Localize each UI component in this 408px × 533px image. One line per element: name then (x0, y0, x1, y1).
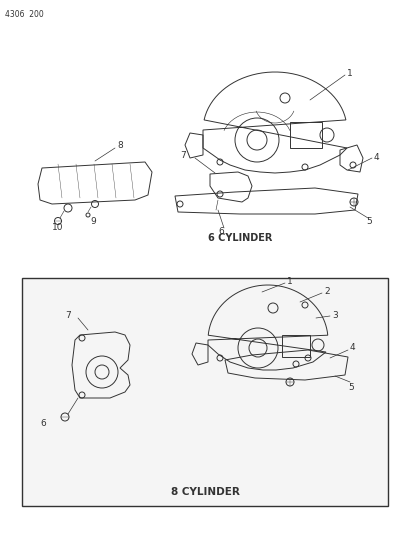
Bar (282, 335, 310, 357)
Text: 5: 5 (348, 383, 354, 392)
Text: 8 CYLINDER: 8 CYLINDER (171, 487, 239, 497)
Text: 1: 1 (347, 69, 353, 77)
Bar (290, 122, 322, 148)
Text: 4306  200: 4306 200 (5, 10, 44, 19)
Text: 9: 9 (90, 217, 96, 227)
Text: 8: 8 (117, 141, 123, 150)
Text: 5: 5 (366, 217, 372, 227)
Text: 2: 2 (324, 287, 330, 295)
Text: 4: 4 (374, 152, 379, 161)
Text: 6: 6 (218, 228, 224, 237)
Text: 6 CYLINDER: 6 CYLINDER (208, 233, 272, 243)
Text: 10: 10 (52, 223, 64, 232)
Bar (22, 278, 388, 506)
Text: 6: 6 (40, 419, 46, 429)
Text: 3: 3 (332, 311, 338, 319)
Text: 7: 7 (180, 150, 186, 159)
Text: 4: 4 (350, 343, 356, 352)
Text: 7: 7 (65, 311, 71, 319)
Text: 1: 1 (287, 277, 293, 286)
